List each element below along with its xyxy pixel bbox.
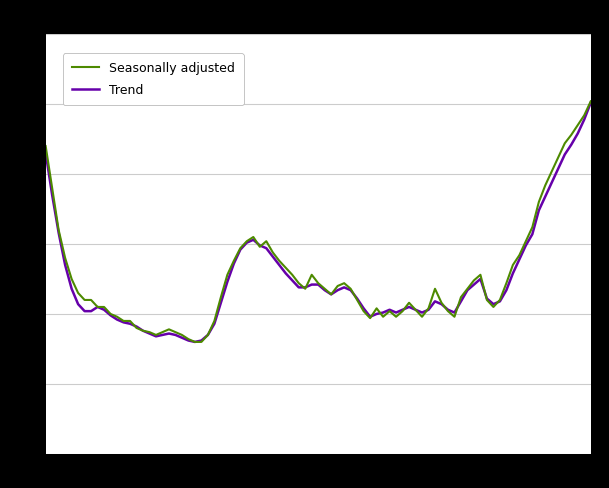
- Seasonally adjusted: [133, 325, 140, 331]
- Trend: [237, 246, 244, 252]
- Seasonally adjusted: [42, 143, 49, 149]
- Seasonally adjusted: [587, 99, 594, 104]
- Line: Seasonally adjusted: Seasonally adjusted: [46, 102, 591, 342]
- Trend: [133, 324, 140, 329]
- Seasonally adjusted: [321, 286, 328, 292]
- Seasonally adjusted: [211, 318, 218, 324]
- Trend: [191, 339, 199, 345]
- Trend: [42, 150, 49, 156]
- Seasonally adjusted: [191, 339, 199, 345]
- Trend: [561, 152, 568, 158]
- Trend: [217, 300, 225, 305]
- Line: Trend: Trend: [46, 102, 591, 342]
- Seasonally adjusted: [237, 245, 244, 251]
- Trend: [321, 287, 328, 293]
- Seasonally adjusted: [561, 141, 568, 146]
- Trend: [211, 321, 218, 326]
- Trend: [587, 100, 594, 105]
- Seasonally adjusted: [217, 294, 225, 300]
- Legend: Seasonally adjusted, Trend: Seasonally adjusted, Trend: [63, 53, 244, 105]
